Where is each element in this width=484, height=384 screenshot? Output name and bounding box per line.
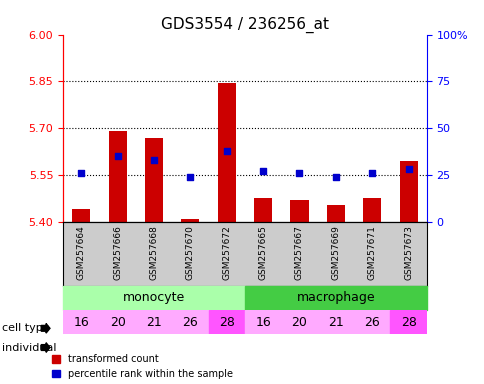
Bar [317,310,353,334]
Text: GSM257671: GSM257671 [367,225,376,280]
Bar [281,310,317,334]
Text: 16: 16 [73,316,89,329]
Point [222,147,230,154]
Text: GSM257666: GSM257666 [113,225,122,280]
Text: macrophage: macrophage [296,291,375,305]
Bar [181,218,199,222]
Point [150,157,157,163]
Bar [254,199,272,222]
Bar [208,310,244,334]
Point [295,170,303,176]
Text: cell type: cell type [2,323,50,333]
Point [404,166,411,172]
Text: GSM257672: GSM257672 [222,225,231,280]
Text: individual: individual [2,343,57,353]
Text: GSM257668: GSM257668 [149,225,158,280]
Text: 21: 21 [327,316,343,329]
Text: GSM257673: GSM257673 [403,225,412,280]
Text: monocyte: monocyte [122,291,185,305]
Bar [72,209,90,222]
Title: GDS3554 / 236256_at: GDS3554 / 236256_at [161,17,328,33]
Text: 16: 16 [255,316,271,329]
Bar [136,310,172,334]
Bar [290,200,308,222]
Bar [145,137,163,222]
Text: 26: 26 [182,316,198,329]
Point [258,168,266,174]
Legend: transformed count, percentile rank within the sample: transformed count, percentile rank withi… [48,350,236,383]
Text: 28: 28 [400,316,416,329]
Point [368,170,376,176]
Bar [363,199,380,222]
Text: 20: 20 [109,316,125,329]
Text: GSM257664: GSM257664 [76,225,86,280]
Point [331,174,339,180]
Point [77,170,85,176]
Text: 20: 20 [291,316,307,329]
Bar [63,286,244,310]
Text: GSM257667: GSM257667 [294,225,303,280]
Bar [399,161,417,222]
Bar [244,286,426,310]
Bar [172,310,208,334]
Point [186,174,194,180]
Text: 21: 21 [146,316,162,329]
Bar [390,310,426,334]
Bar [217,83,235,222]
Bar [326,205,344,222]
Text: GSM257670: GSM257670 [185,225,195,280]
Text: GSM257665: GSM257665 [258,225,267,280]
Bar [63,310,99,334]
Text: 28: 28 [218,316,234,329]
Text: 26: 26 [363,316,379,329]
Bar [353,310,390,334]
Point [113,153,121,159]
Bar [99,310,136,334]
Text: GSM257669: GSM257669 [331,225,340,280]
Bar [108,131,126,222]
Bar [244,310,281,334]
